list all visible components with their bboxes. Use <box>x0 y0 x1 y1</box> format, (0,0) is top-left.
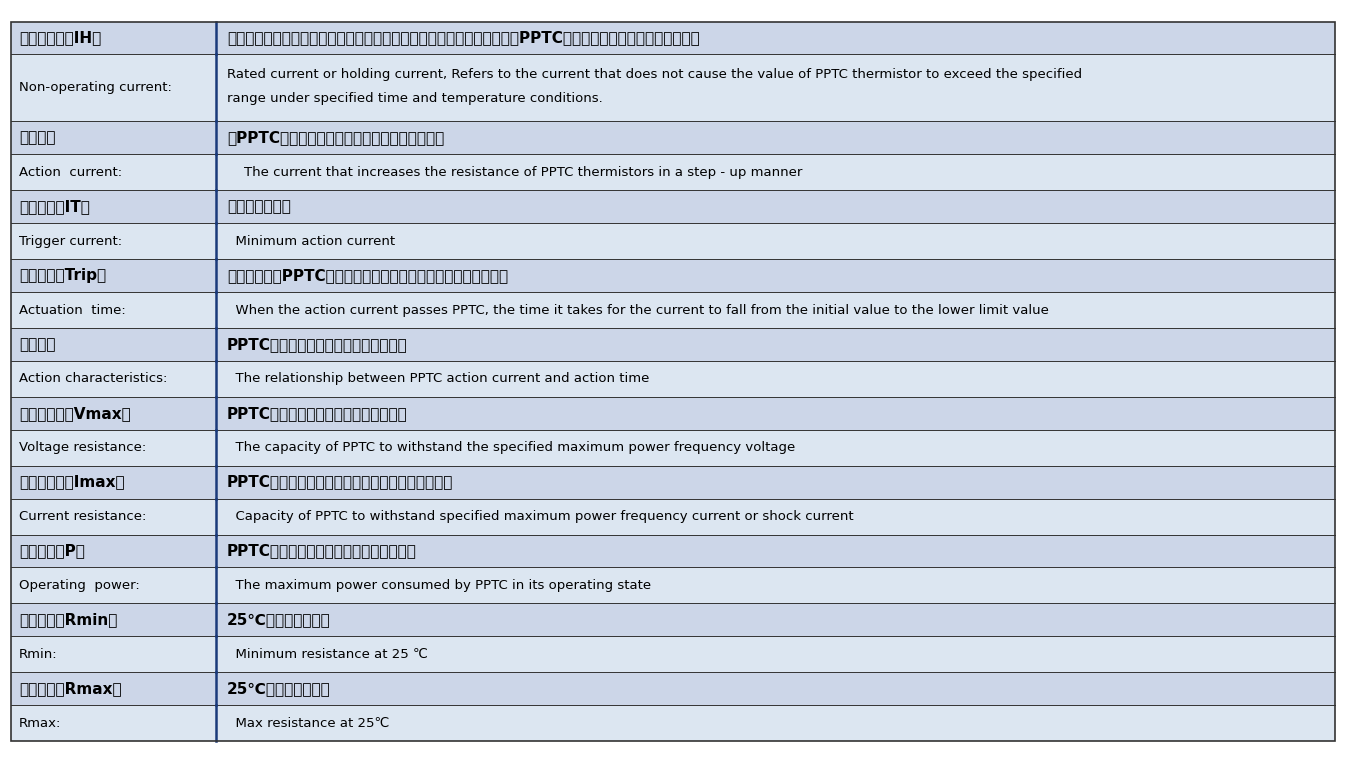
Bar <box>11 465 1335 498</box>
Bar <box>11 672 1335 705</box>
Bar <box>11 22 1335 55</box>
Text: 25℃时电阻的最大值: 25℃时电阻的最大值 <box>227 681 331 696</box>
Text: Operating  power:: Operating power: <box>19 579 140 592</box>
Text: PPTC承受规定的最大工频电流或冲击电流的能力。: PPTC承受规定的最大工频电流或冲击电流的能力。 <box>227 475 454 490</box>
Text: Action characteristics:: Action characteristics: <box>19 372 167 386</box>
Text: Minimum action current: Minimum action current <box>227 235 394 247</box>
Text: When the action current passes PPTC, the time it takes for the current to fall f: When the action current passes PPTC, the… <box>227 303 1049 316</box>
Bar <box>11 292 1335 328</box>
Bar <box>11 397 1335 429</box>
Text: 动作电流: 动作电流 <box>19 131 55 145</box>
Bar <box>11 705 1335 741</box>
Bar <box>11 361 1335 397</box>
Text: PPTC动作电流与动作时间之间的关系。: PPTC动作电流与动作时间之间的关系。 <box>227 337 408 352</box>
Text: Rated current or holding current, Refers to the current that does not cause the : Rated current or holding current, Refers… <box>227 68 1082 81</box>
Text: The maximum power consumed by PPTC in its operating state: The maximum power consumed by PPTC in it… <box>227 579 651 592</box>
Text: 耐电流能力（Imax）: 耐电流能力（Imax） <box>19 475 124 490</box>
Text: Non-operating current:: Non-operating current: <box>19 81 172 94</box>
Text: Trigger current:: Trigger current: <box>19 235 122 247</box>
Text: 动作电流通过PPTC时，电流由初始值降到下限值所经历的时间。: 动作电流通过PPTC时，电流由初始值降到下限值所经历的时间。 <box>227 268 507 283</box>
Bar <box>11 154 1335 190</box>
Text: The capacity of PPTC to withstand the specified maximum power frequency voltage: The capacity of PPTC to withstand the sp… <box>227 441 795 454</box>
Text: 不动作电流（IH）: 不动作电流（IH） <box>19 31 101 45</box>
Bar <box>11 604 1335 636</box>
Bar <box>11 55 1335 121</box>
Text: 最大电阻（Rmax）: 最大电阻（Rmax） <box>19 681 121 696</box>
Bar <box>11 223 1335 259</box>
Bar <box>11 568 1335 604</box>
Text: Current resistance:: Current resistance: <box>19 510 147 523</box>
Bar <box>11 121 1335 154</box>
Text: 触发电流（IT）: 触发电流（IT） <box>19 199 90 214</box>
Text: 最小动作电流。: 最小动作电流。 <box>227 199 291 214</box>
Bar <box>11 259 1335 292</box>
Text: Rmin:: Rmin: <box>19 647 58 660</box>
Text: Actuation  time:: Actuation time: <box>19 303 125 316</box>
Text: The current that increases the resistance of PPTC thermistors in a step - up man: The current that increases the resistanc… <box>227 166 802 179</box>
Text: PPTC在其动作状态时所消耗的最大功率。: PPTC在其动作状态时所消耗的最大功率。 <box>227 544 417 558</box>
Text: 动作时间（Trip）: 动作时间（Trip） <box>19 268 106 283</box>
Text: 动作功率（P）: 动作功率（P） <box>19 544 85 558</box>
Text: Max resistance at 25℃: Max resistance at 25℃ <box>227 717 389 730</box>
Bar <box>11 636 1335 672</box>
Text: 25℃时电阻的最小值: 25℃时电阻的最小值 <box>227 612 331 627</box>
Text: Rmax:: Rmax: <box>19 717 61 730</box>
Text: Capacity of PPTC to withstand specified maximum power frequency current or shock: Capacity of PPTC to withstand specified … <box>227 510 853 523</box>
Bar <box>11 190 1335 223</box>
Text: 不动作电流即额定电流或保持电流，指在规定的时间和温度条件下不导致PPTC热敏电阻值超出规定范围的电流。: 不动作电流即额定电流或保持电流，指在规定的时间和温度条件下不导致PPTC热敏电阻… <box>227 31 700 45</box>
Bar <box>11 328 1335 361</box>
Bar <box>11 429 1335 465</box>
Text: Minimum resistance at 25 ℃: Minimum resistance at 25 ℃ <box>227 647 428 660</box>
Bar <box>11 535 1335 568</box>
Text: 耐电压能力（Vmax）: 耐电压能力（Vmax） <box>19 406 131 421</box>
Text: 动作特性: 动作特性 <box>19 337 55 352</box>
Text: PPTC承受规定的最大工频电压的能力。: PPTC承受规定的最大工频电压的能力。 <box>227 406 408 421</box>
Text: 最小电阻（Rmin）: 最小电阻（Rmin） <box>19 612 117 627</box>
Bar <box>11 498 1335 535</box>
Text: Voltage resistance:: Voltage resistance: <box>19 441 147 454</box>
Text: range under specified time and temperature conditions.: range under specified time and temperatu… <box>227 91 603 104</box>
Text: 使PPTC热敏电阻器阻值呈阶跃型增加时的电流。: 使PPTC热敏电阻器阻值呈阶跃型增加时的电流。 <box>227 131 444 145</box>
Text: Action  current:: Action current: <box>19 166 122 179</box>
Text: The relationship between PPTC action current and action time: The relationship between PPTC action cur… <box>227 372 649 386</box>
